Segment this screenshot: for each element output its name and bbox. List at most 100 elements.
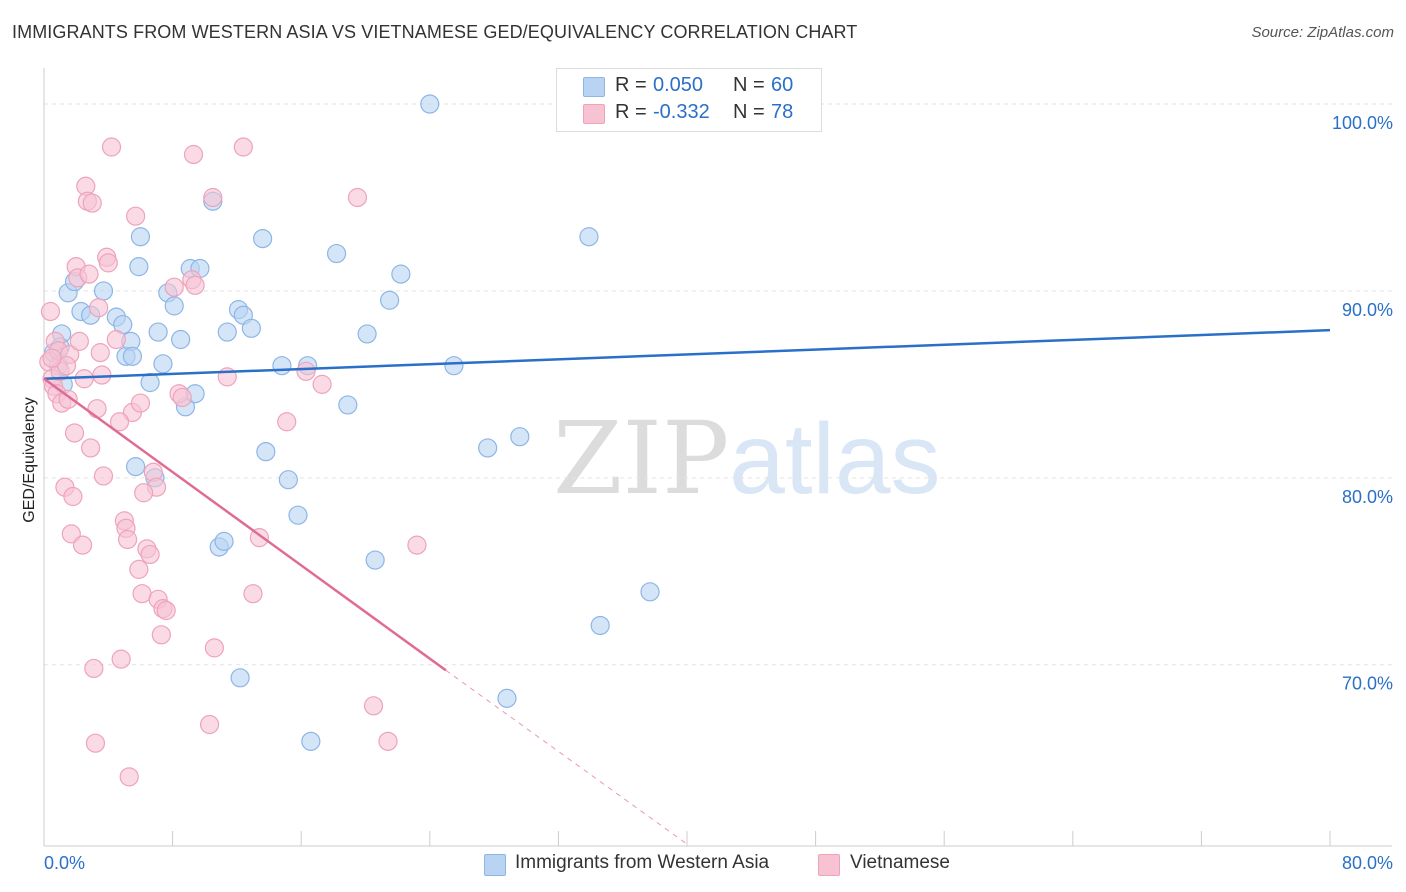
point-western-asia	[241, 318, 261, 338]
point-vietnamese	[87, 399, 107, 419]
point-vietnamese	[185, 275, 205, 295]
point-vietnamese	[93, 466, 114, 486]
point-vietnamese	[312, 374, 332, 394]
point-western-asia	[420, 94, 440, 114]
point-western-asia	[140, 372, 160, 393]
legend: Immigrants from Western Asia Vietnamese	[0, 852, 1406, 878]
point-vietnamese	[347, 187, 368, 208]
point-western-asia	[338, 395, 358, 415]
point-vietnamese	[203, 187, 223, 208]
stats-n-label: N =	[733, 74, 765, 96]
point-vietnamese	[101, 137, 122, 157]
point-western-asia	[326, 243, 347, 264]
point-vietnamese	[58, 389, 78, 409]
point-vietnamese	[81, 438, 101, 458]
point-vietnamese	[130, 393, 151, 413]
stats-swatch-pink	[583, 104, 605, 124]
point-vietnamese	[72, 535, 93, 555]
point-vietnamese	[378, 731, 398, 751]
point-vietnamese	[40, 301, 61, 322]
point-western-asia	[148, 322, 168, 342]
point-western-asia	[122, 346, 143, 366]
trendline-western-asia	[43, 328, 1331, 381]
point-western-asia	[391, 264, 411, 284]
point-western-asia	[380, 290, 400, 310]
point-vietnamese	[64, 423, 85, 443]
point-western-asia	[93, 281, 114, 301]
point-western-asia	[288, 505, 308, 525]
point-vietnamese	[407, 535, 427, 555]
point-western-asia	[217, 322, 237, 342]
point-vietnamese	[106, 329, 126, 350]
point-western-asia	[153, 354, 173, 374]
point-vietnamese	[296, 361, 316, 381]
point-vietnamese	[69, 331, 89, 351]
point-western-asia	[272, 356, 292, 376]
point-vietnamese	[92, 365, 112, 385]
stats-n-value: 78	[771, 101, 794, 123]
point-western-asia	[497, 688, 517, 708]
point-western-asia	[590, 615, 610, 636]
point-western-asia	[301, 731, 321, 751]
stats-box: R = 0.050 N = 60 R = -0.332 N = 78	[556, 68, 822, 132]
point-western-asia	[478, 438, 498, 458]
point-western-asia	[171, 329, 191, 350]
x-tick-label: 0.0%	[44, 853, 85, 873]
point-vietnamese	[199, 714, 220, 735]
point-vietnamese	[117, 529, 138, 550]
point-vietnamese	[89, 298, 109, 318]
point-western-asia	[365, 550, 385, 570]
point-vietnamese	[109, 412, 130, 432]
point-vietnamese	[156, 600, 176, 621]
point-western-asia	[444, 356, 464, 376]
source-label: Source: ZipAtlas.com	[1251, 24, 1394, 41]
point-vietnamese	[233, 137, 253, 157]
y-tick-label: 70.0%	[1342, 674, 1393, 694]
stats-row-western-asia: R = 0.050 N = 60	[557, 74, 821, 100]
x-tick-label: 80.0%	[1342, 853, 1393, 873]
point-western-asia	[214, 531, 234, 551]
point-western-asia	[230, 668, 250, 688]
point-western-asia	[164, 296, 184, 316]
trendline-vietnamese	[43, 377, 447, 672]
stats-r-label: R =	[615, 74, 647, 96]
point-vietnamese	[151, 625, 171, 645]
trendline-vietnamese-extension	[445, 669, 688, 845]
stats-r-value: -0.332	[653, 101, 710, 123]
point-vietnamese	[363, 696, 384, 716]
point-western-asia	[640, 582, 660, 602]
point-western-asia	[129, 257, 149, 277]
chart-title: IMMIGRANTS FROM WESTERN ASIA VS VIETNAME…	[12, 22, 858, 42]
point-vietnamese	[126, 206, 146, 226]
point-vietnamese	[84, 658, 104, 679]
point-western-asia	[256, 442, 276, 462]
legend-label-western-asia: Immigrants from Western Asia	[515, 852, 770, 873]
stats-r-value: 0.050	[653, 74, 704, 96]
point-western-asia	[357, 324, 377, 344]
point-vietnamese	[42, 348, 62, 368]
legend-swatch-blue	[484, 854, 506, 876]
point-western-asia	[126, 457, 146, 477]
point-vietnamese	[277, 412, 297, 432]
point-vietnamese	[129, 559, 149, 579]
point-vietnamese	[164, 277, 184, 297]
point-vietnamese	[243, 584, 263, 604]
point-vietnamese	[172, 387, 192, 408]
point-western-asia	[253, 228, 273, 249]
point-vietnamese	[134, 483, 154, 503]
legend-swatch-pink	[818, 854, 840, 876]
point-vietnamese	[74, 369, 94, 389]
point-vietnamese	[63, 486, 83, 507]
point-vietnamese	[98, 253, 118, 273]
point-vietnamese	[204, 638, 224, 658]
stats-n-label: N =	[733, 101, 765, 123]
point-vietnamese	[183, 144, 204, 165]
y-tick-label: 90.0%	[1342, 300, 1393, 320]
point-vietnamese	[90, 343, 110, 363]
point-western-asia	[278, 470, 298, 490]
stats-row-vietnamese: R = -0.332 N = 78	[557, 101, 821, 127]
y-tick-label: 100.0%	[1332, 113, 1393, 133]
point-vietnamese	[119, 767, 139, 787]
point-vietnamese	[140, 544, 160, 565]
